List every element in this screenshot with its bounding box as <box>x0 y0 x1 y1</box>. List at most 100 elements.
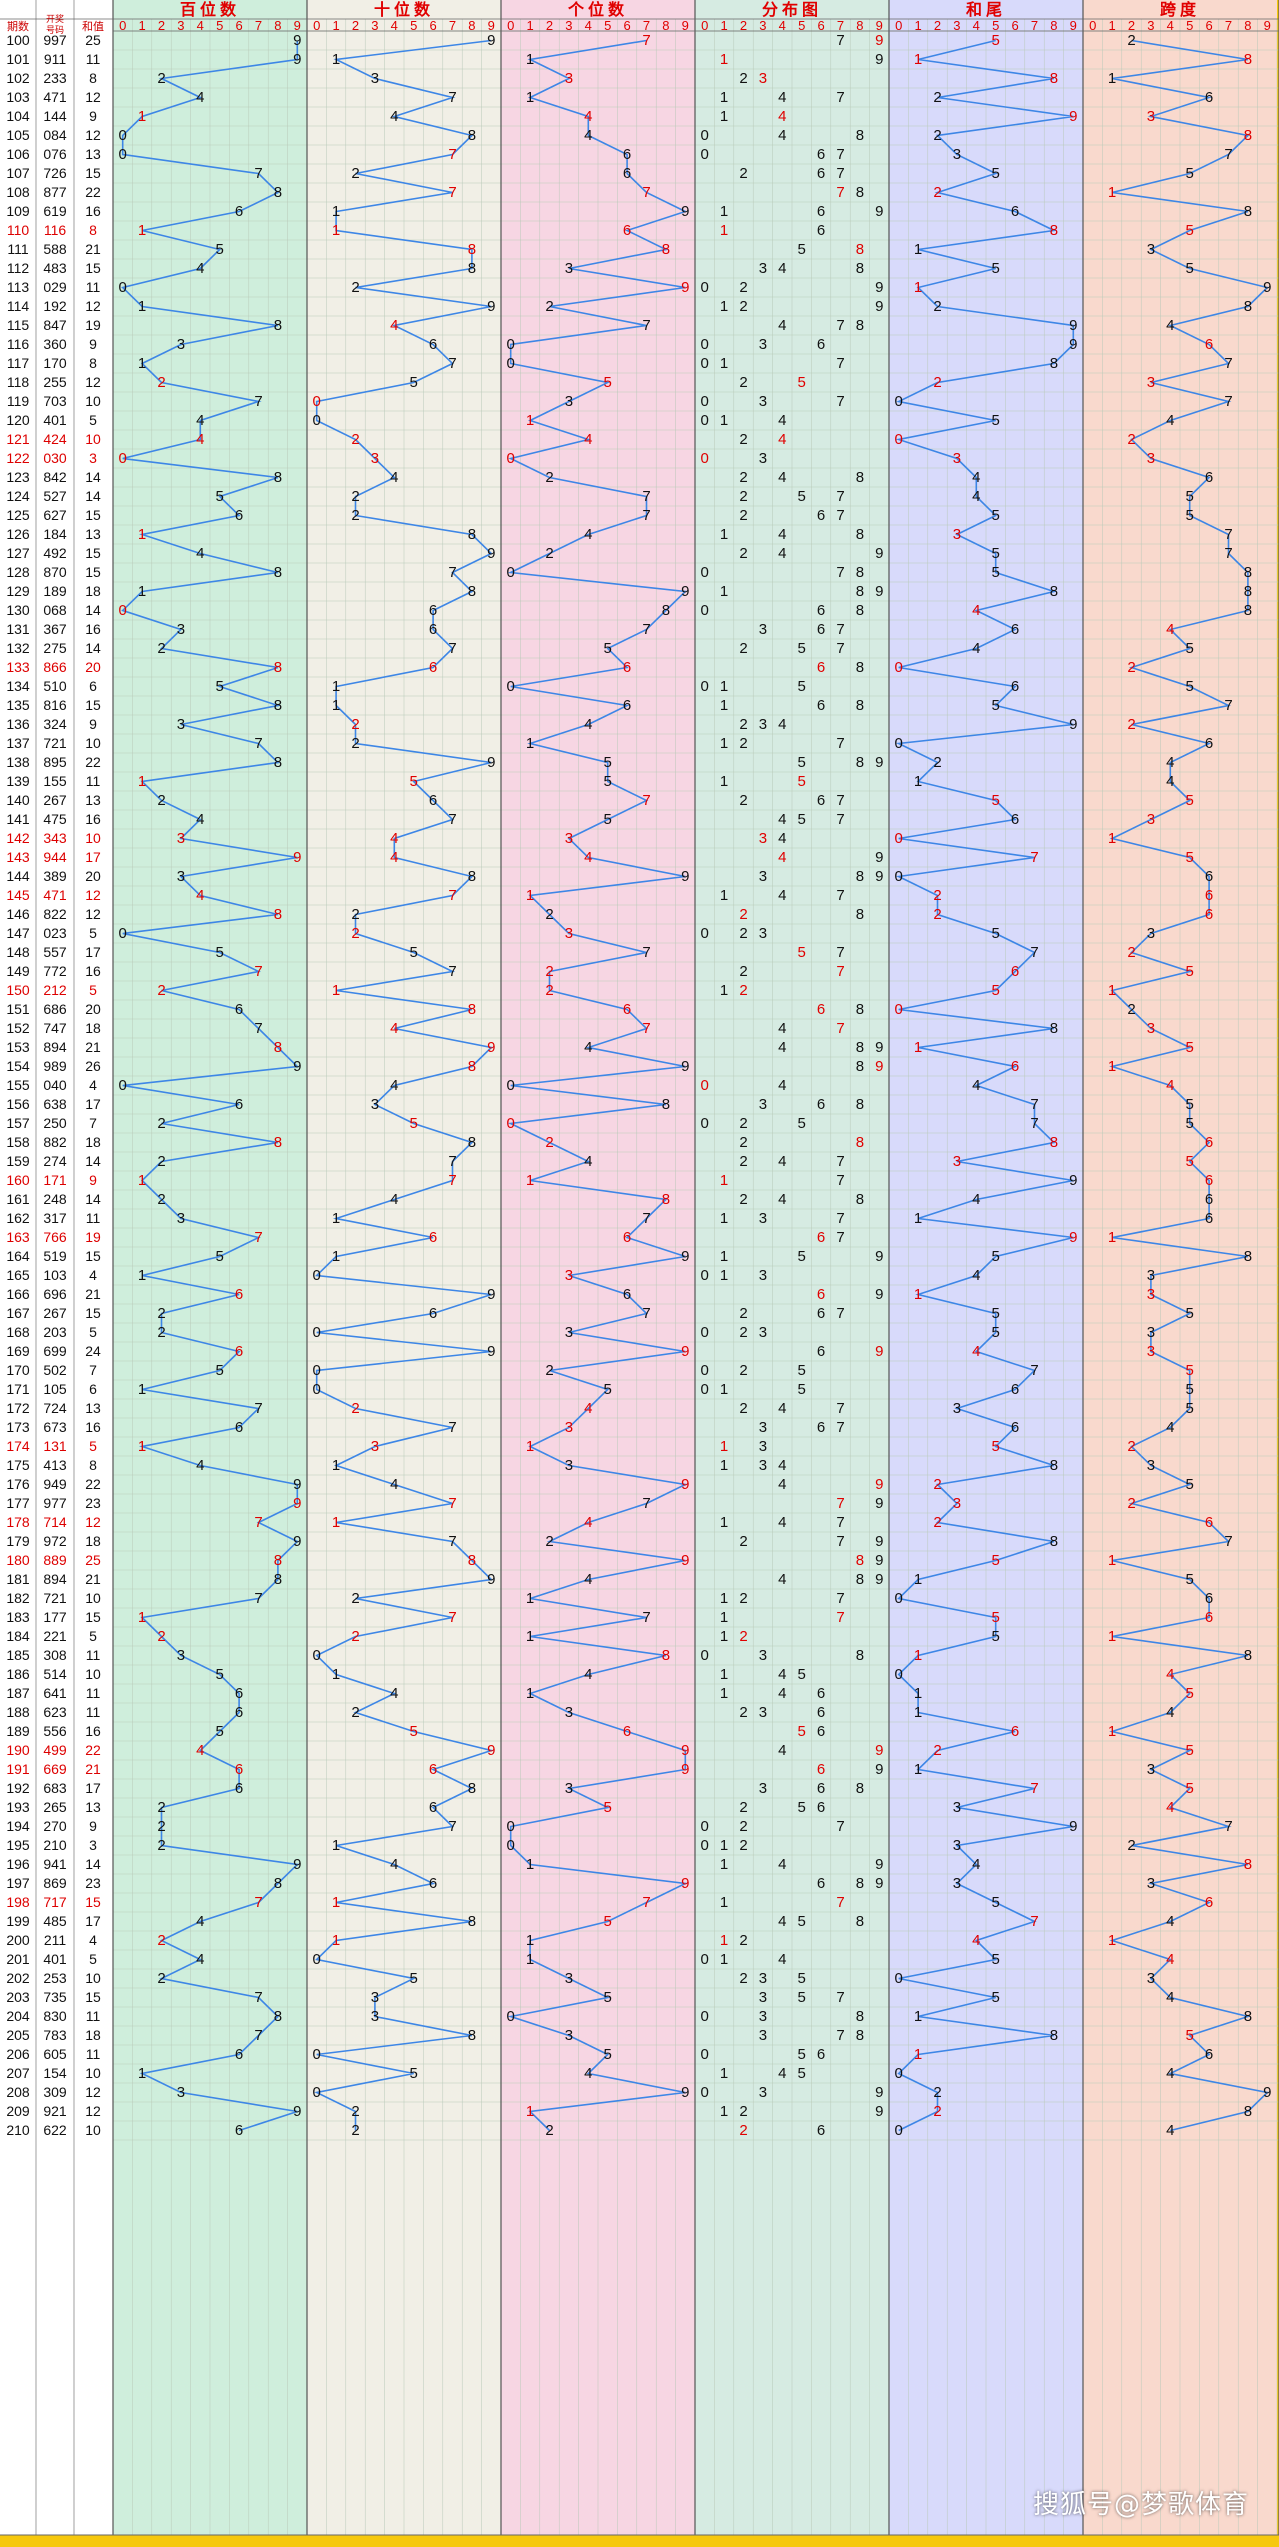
trend-mark: 9 <box>681 1875 689 1892</box>
period-number: 125 <box>6 507 30 523</box>
distribution-mark: 7 <box>836 507 844 524</box>
digit-header: 4 <box>391 18 398 33</box>
period-number: 145 <box>6 887 30 903</box>
trend-mark: 0 <box>507 1077 515 1094</box>
trend-mark: 7 <box>1030 849 1038 866</box>
distribution-mark: 0 <box>701 925 709 942</box>
distribution-mark: 1 <box>720 2103 728 2120</box>
trend-mark: 8 <box>274 2008 282 2025</box>
digit-header: 0 <box>119 18 126 33</box>
trend-mark: 1 <box>914 1039 922 1056</box>
distribution-mark: 3 <box>759 1704 767 1721</box>
distribution-mark: 4 <box>778 431 786 448</box>
trend-mark: 2 <box>1127 1837 1135 1854</box>
sum-value: 9 <box>89 1172 97 1188</box>
distribution-mark: 1 <box>720 678 728 695</box>
sum-value: 16 <box>85 203 101 219</box>
trend-mark: 0 <box>119 279 127 296</box>
trend-mark: 2 <box>933 2103 941 2120</box>
period-number: 152 <box>6 1020 30 1036</box>
period-number: 171 <box>6 1381 30 1397</box>
trend-mark: 5 <box>1186 640 1194 657</box>
period-number: 147 <box>6 925 30 941</box>
period-number: 170 <box>6 1362 30 1378</box>
trend-mark: 3 <box>953 146 961 163</box>
trend-mark: 5 <box>992 982 1000 999</box>
trend-mark: 5 <box>992 165 1000 182</box>
sum-value: 5 <box>89 412 97 428</box>
trend-mark: 2 <box>1127 431 1135 448</box>
distribution-mark: 0 <box>701 1381 709 1398</box>
draw-number: 669 <box>43 1761 67 1777</box>
distribution-mark: 2 <box>739 2103 747 2120</box>
trend-mark: 6 <box>429 659 437 676</box>
distribution-mark: 6 <box>817 1799 825 1816</box>
trend-mark: 8 <box>1050 1020 1058 1037</box>
trend-mark: 3 <box>177 1210 185 1227</box>
distribution-mark: 8 <box>856 602 864 619</box>
trend-mark: 1 <box>138 355 146 372</box>
trend-mark: 8 <box>662 602 670 619</box>
trend-mark: 6 <box>1011 1723 1019 1740</box>
distribution-mark: 0 <box>701 355 709 372</box>
trend-mark: 5 <box>1186 1685 1194 1702</box>
trend-mark: 0 <box>895 1666 903 1683</box>
distribution-mark: 4 <box>778 1571 786 1588</box>
trend-mark: 5 <box>410 1723 418 1740</box>
trend-mark: 6 <box>1205 89 1213 106</box>
draw-number: 816 <box>43 697 67 713</box>
trend-mark: 1 <box>138 1381 146 1398</box>
draw-number: 253 <box>43 1970 67 1986</box>
distribution-mark: 1 <box>720 89 728 106</box>
draw-number: 471 <box>43 89 67 105</box>
distribution-mark: 7 <box>836 1153 844 1170</box>
trend-mark: 5 <box>1186 1476 1194 1493</box>
trend-mark: 6 <box>235 203 243 220</box>
trend-mark: 1 <box>526 1590 534 1607</box>
distribution-mark: 9 <box>875 849 883 866</box>
trend-mark: 3 <box>371 70 379 87</box>
sum-value: 16 <box>85 811 101 827</box>
trend-mark: 8 <box>468 2027 476 2044</box>
distribution-mark: 5 <box>798 678 806 695</box>
period-number: 105 <box>6 127 30 143</box>
period-number: 118 <box>7 374 30 390</box>
trend-mark: 7 <box>448 1419 456 1436</box>
trend-mark: 3 <box>1147 108 1155 125</box>
trend-mark: 1 <box>332 678 340 695</box>
distribution-mark: 4 <box>778 1685 786 1702</box>
draw-number: 714 <box>43 1514 67 1530</box>
trend-mark: 4 <box>1166 1989 1174 2006</box>
sum-value: 9 <box>89 336 97 352</box>
distribution-mark: 3 <box>759 1438 767 1455</box>
trend-mark: 5 <box>604 754 612 771</box>
trend-mark: 6 <box>235 2046 243 2063</box>
digit-header: 7 <box>255 18 262 33</box>
trend-mark: 7 <box>448 355 456 372</box>
digit-header: 7 <box>1031 18 1038 33</box>
distribution-mark: 0 <box>701 1951 709 1968</box>
trend-mark: 1 <box>1108 1723 1116 1740</box>
sum-value: 21 <box>85 241 101 257</box>
distribution-mark: 6 <box>817 602 825 619</box>
trend-mark: 3 <box>565 1780 573 1797</box>
distribution-mark: 4 <box>778 469 786 486</box>
trend-line <box>121 40 300 2132</box>
distribution-mark: 5 <box>798 1989 806 2006</box>
trend-mark: 7 <box>254 963 262 980</box>
period-number: 165 <box>6 1267 30 1283</box>
period-number: 169 <box>6 1343 30 1359</box>
trend-mark: 9 <box>487 545 495 562</box>
trend-mark: 2 <box>157 1799 165 1816</box>
trend-mark: 4 <box>196 1951 204 1968</box>
distribution-mark: 0 <box>701 602 709 619</box>
draw-number: 627 <box>43 507 67 523</box>
trend-mark: 7 <box>448 1818 456 1835</box>
trend-mark: 6 <box>1205 1609 1213 1626</box>
trend-mark: 1 <box>526 1628 534 1645</box>
distribution-mark: 0 <box>701 564 709 581</box>
trend-mark: 1 <box>138 1438 146 1455</box>
trend-mark: 9 <box>1069 108 1077 125</box>
sum-value: 22 <box>85 184 101 200</box>
trend-mark: 4 <box>584 1514 592 1531</box>
